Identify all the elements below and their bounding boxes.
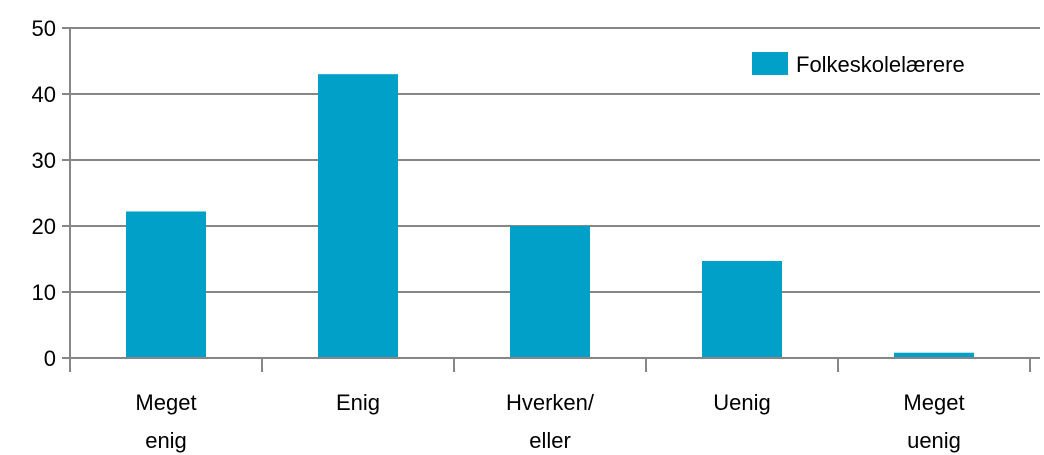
bar [894,352,974,358]
legend: Folkeskolelærere [752,52,965,77]
x-tick-label: Uenig [713,390,770,415]
bar [702,260,782,358]
gridlines [70,27,1040,293]
x-tick-label: Meget uenig [903,390,964,453]
x-tick-label: Enig [336,390,380,415]
y-tick-label: 30 [32,148,56,173]
bar [510,226,590,358]
y-tick-label: 40 [32,82,56,107]
bars [126,74,974,358]
legend-label: Folkeskolelærere [796,52,965,77]
y-tick-label: 0 [44,346,56,371]
y-tick-label: 50 [32,16,56,41]
bar [126,211,206,358]
bar [318,74,398,358]
x-tick-label: Hverken/eller [506,390,595,453]
y-tick-label: 20 [32,214,56,239]
x-tick-label: Meget enig [135,390,196,453]
y-tick-label: 10 [32,280,56,305]
x-axis-labels: Meget enig Enig Hverken/eller Uenig Meget ueni… [135,390,964,453]
x-axis [69,357,1040,372]
y-axis-ticks: 0 10 20 30 40 50 [32,16,71,372]
legend-swatch [752,52,788,75]
